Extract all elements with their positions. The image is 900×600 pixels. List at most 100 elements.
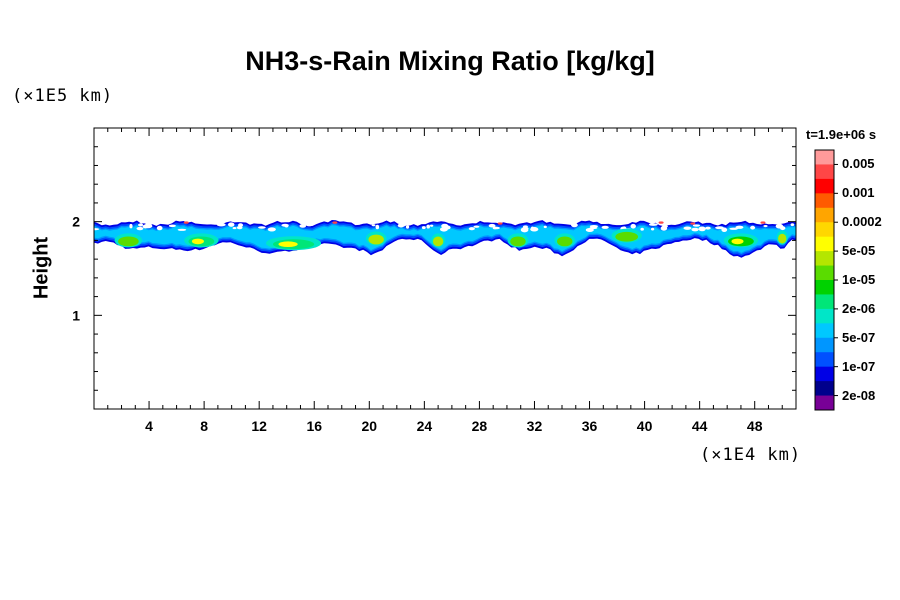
layer-gap <box>232 226 237 230</box>
layer-gap <box>305 222 313 227</box>
colorbar-segment <box>815 395 834 411</box>
layer-gap <box>640 227 644 231</box>
layer-gap <box>492 226 497 230</box>
layer-gap <box>156 225 163 231</box>
colorbar-segment <box>815 381 834 397</box>
x-tick-label: 28 <box>472 418 488 434</box>
colorbar-segment <box>815 308 834 324</box>
colorbar-segment <box>815 164 834 180</box>
y-tick-label: 1 <box>72 307 80 323</box>
rain-blob <box>557 236 573 247</box>
layer-gap <box>375 224 380 230</box>
x-tick-label: 36 <box>582 418 598 434</box>
plot-frame <box>93 127 797 410</box>
layer-gap <box>299 224 307 228</box>
layer-gap <box>177 228 187 231</box>
x-tick-label: 44 <box>692 418 708 434</box>
layer-gap <box>429 224 434 227</box>
layer-gap <box>729 227 739 230</box>
layer-gap <box>398 222 407 227</box>
layer-gap <box>371 224 376 227</box>
colorbar-label: 5e-07 <box>842 329 876 345</box>
layer-gap <box>735 225 744 229</box>
rain-blob <box>118 236 139 247</box>
x-tick-label: 40 <box>637 418 653 434</box>
colorbar-segment <box>815 207 834 223</box>
layer-gap <box>571 223 578 228</box>
rain-speck <box>332 221 338 224</box>
colorbar-segment <box>815 265 834 281</box>
rain-speck <box>690 222 696 225</box>
colorbar-segment <box>815 337 834 353</box>
colorbar-label: 0.005 <box>842 156 875 172</box>
layer-gap <box>630 223 636 229</box>
layer-gap <box>129 223 133 229</box>
layer-gap <box>267 227 276 232</box>
layer-gap <box>530 226 534 231</box>
rain-blob-core <box>731 238 744 245</box>
rain-speck <box>183 221 189 224</box>
layer-gap <box>585 227 594 233</box>
layer-gap <box>488 223 496 228</box>
layer-gap <box>589 225 598 228</box>
layer-gap <box>216 222 226 227</box>
layer-gap <box>258 226 266 229</box>
layer-gap <box>405 225 410 229</box>
layer-gap <box>138 223 144 227</box>
data-field <box>94 220 796 258</box>
colorbar-label: 2e-06 <box>842 300 876 316</box>
layer-gap <box>763 224 768 228</box>
x-tick-label: 24 <box>417 418 433 434</box>
layer-gap <box>683 226 692 230</box>
layer-gap <box>94 228 100 231</box>
colorbar-segment <box>815 178 834 194</box>
colorbar-segment <box>815 366 834 382</box>
layer-gap <box>601 225 609 229</box>
colorbar-label: 5e-05 <box>842 243 876 259</box>
layer-gap <box>228 222 235 227</box>
rain-speck <box>760 221 766 224</box>
layer-gap <box>238 223 244 228</box>
layer-gap <box>692 224 701 227</box>
x-tick-label: 48 <box>747 418 763 434</box>
x-tick-label: 8 <box>200 418 208 434</box>
colorbar-label: 1e-07 <box>842 358 876 374</box>
rain-blob <box>368 234 384 245</box>
colorbar-label: 1e-05 <box>842 272 876 287</box>
colorbar-segment <box>815 294 834 310</box>
layer-gap <box>705 226 711 230</box>
layer-gap <box>698 226 706 232</box>
colorbar-segment <box>815 251 834 267</box>
layer-gap <box>426 224 430 229</box>
layer-gap <box>445 225 451 230</box>
rain-blob <box>778 233 787 244</box>
colorbar <box>814 149 838 411</box>
layer-gap <box>715 226 724 230</box>
layer-gap <box>648 223 658 226</box>
colorbar-label: 2e-08 <box>842 387 876 403</box>
x-tick-label: 4 <box>145 418 153 434</box>
layer-gap <box>473 225 480 228</box>
layer-gap <box>468 227 475 231</box>
layer-gap <box>522 225 528 229</box>
colorbar-label: 0.001 <box>842 185 875 201</box>
colorbar-segment <box>815 193 834 209</box>
layer-gap <box>281 223 289 227</box>
x-tick-label: 12 <box>251 418 267 434</box>
layer-gap <box>421 226 426 230</box>
layer-gap <box>142 224 149 229</box>
rain-blob-core <box>278 241 298 248</box>
colorbar-label: 0.0002 <box>842 214 882 230</box>
colorbar-segment <box>815 222 834 238</box>
colorbar-segment <box>815 352 834 368</box>
colorbar-segment <box>815 150 834 165</box>
layer-gap <box>750 225 756 230</box>
layer-gap <box>721 227 728 233</box>
layer-gap <box>168 224 176 228</box>
time-label: t=1.9e+06 s <box>806 127 877 142</box>
rain-blob-core <box>191 238 204 245</box>
colorbar-segment <box>815 236 834 252</box>
layer-gap <box>660 225 668 231</box>
